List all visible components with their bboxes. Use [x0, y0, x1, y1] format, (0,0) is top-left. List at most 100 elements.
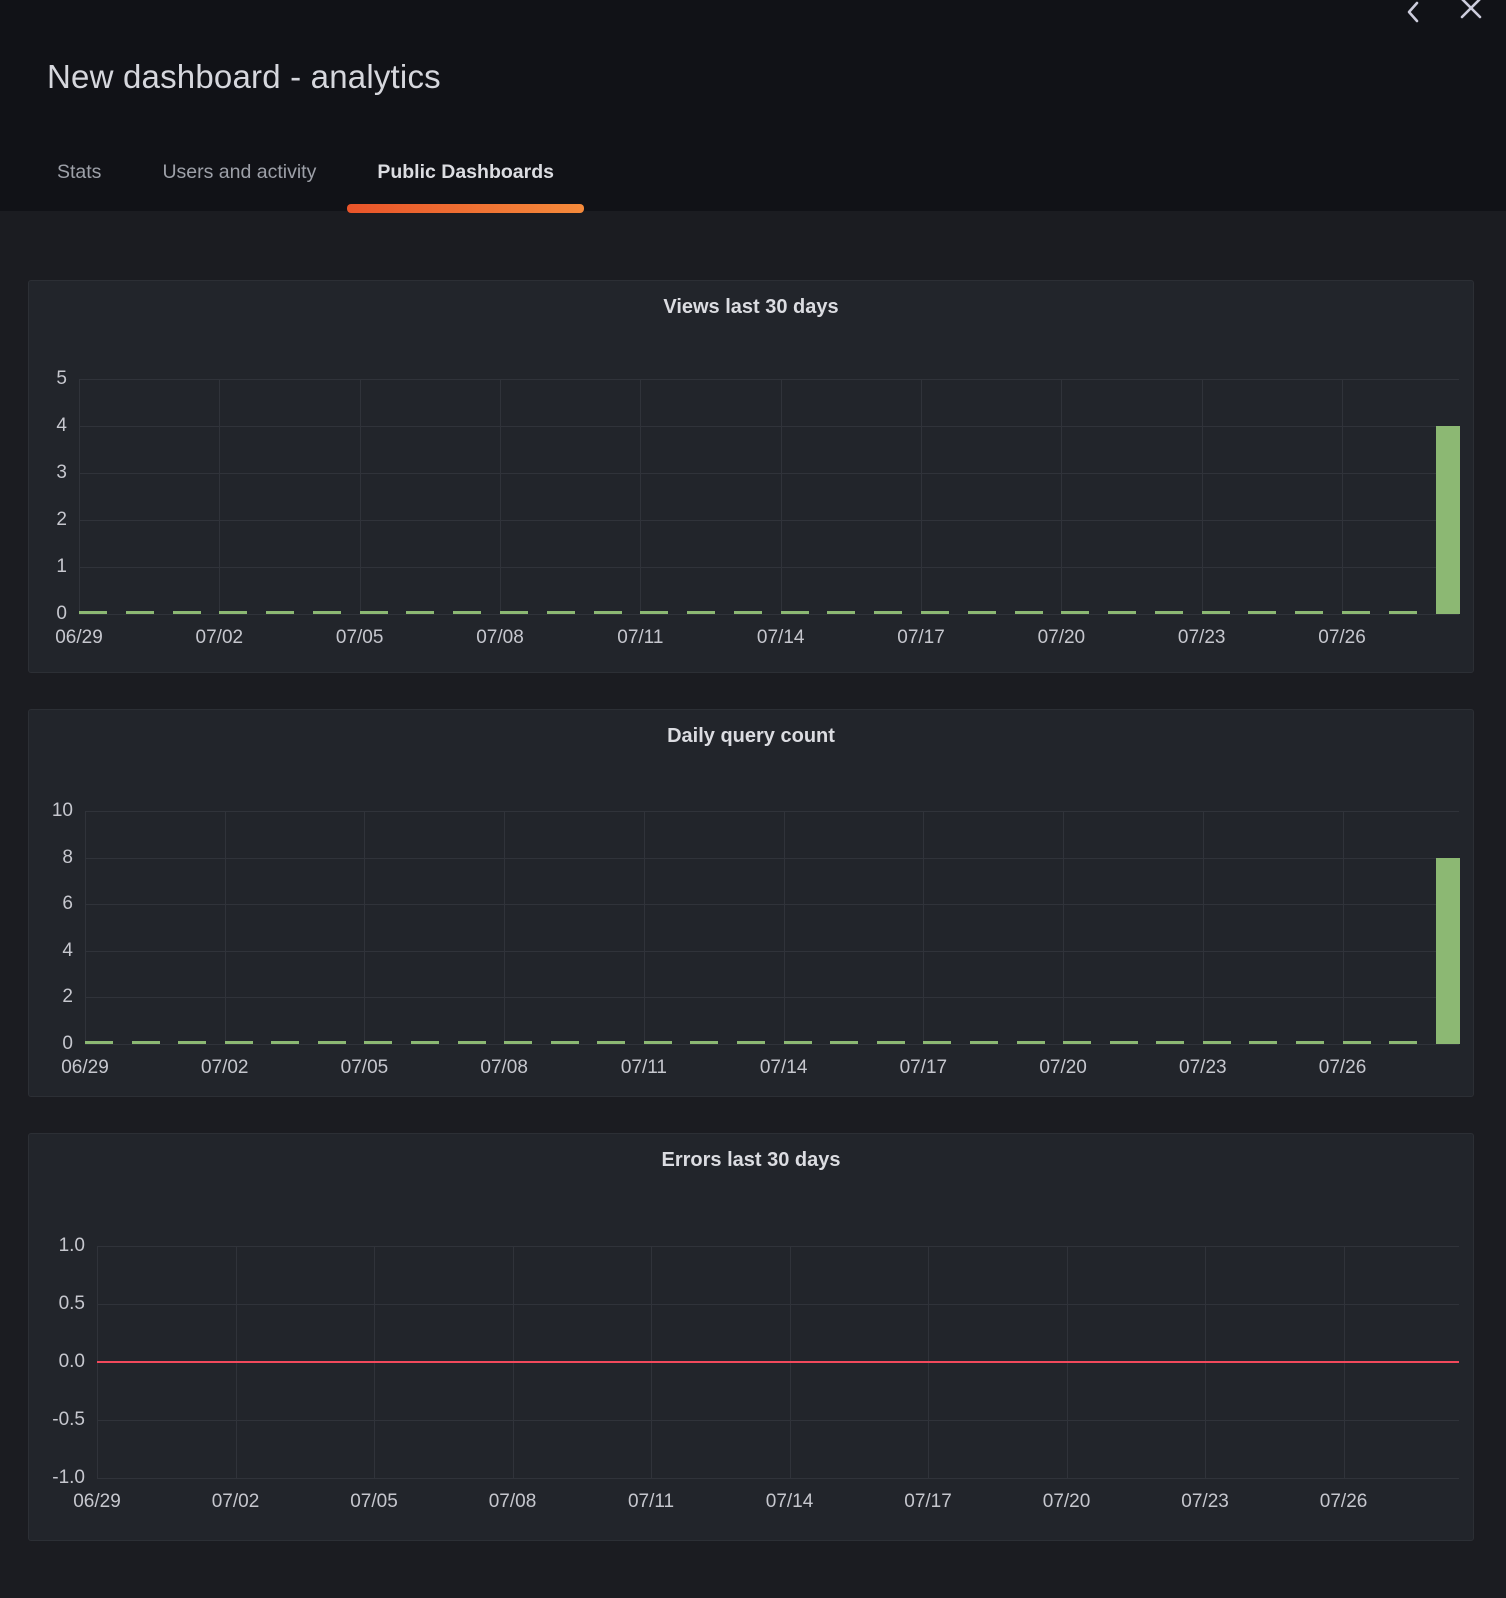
x-axis-tick-label: 07/23 — [1181, 1491, 1229, 1512]
x-axis-tick-label: 07/02 — [195, 627, 244, 648]
zero-value-bar — [224, 1041, 253, 1044]
zero-value-bar — [921, 611, 950, 614]
page-title: New dashboard - analytics — [47, 58, 441, 96]
zero-value-bar — [967, 611, 996, 614]
zero-value-bar — [359, 611, 388, 614]
y-axis-tick-label: 6 — [62, 893, 73, 915]
x-axis-tick-label: 07/26 — [1318, 1057, 1367, 1078]
y-axis-tick-label: 4 — [56, 415, 67, 436]
x-axis-tick-label: 07/05 — [350, 1491, 398, 1512]
x-axis-tick-label: 07/14 — [756, 627, 805, 648]
gridline-horizontal — [79, 614, 1459, 615]
zero-value-bar — [500, 611, 529, 614]
gridline-vertical — [783, 811, 785, 1044]
zero-value-bar — [125, 611, 154, 614]
zero-value-bar — [969, 1041, 998, 1044]
tab-stats[interactable]: Stats — [57, 161, 102, 183]
y-axis-tick-label: 0 — [56, 603, 67, 624]
tab-users-and-activity[interactable]: Users and activity — [162, 161, 317, 183]
zero-value-bar — [271, 1041, 300, 1044]
gridline-horizontal — [79, 567, 1459, 568]
tab-public-dashboards[interactable]: Public Dashboards — [347, 161, 584, 213]
zero-value-bar — [1063, 1041, 1092, 1044]
zero-value-bar — [1109, 1041, 1138, 1044]
y-axis-tick-label: 1.0 — [58, 1235, 85, 1256]
x-axis-tick-label: 07/02 — [211, 1491, 260, 1512]
gridline-vertical — [504, 811, 506, 1044]
zero-value-bar — [79, 611, 107, 614]
panel-title: Views last 30 days — [663, 296, 839, 318]
zero-value-bar — [1154, 611, 1183, 614]
panel-errors-last-30-days: Errors last 30 days 1.0 0.5 0.0 -0.5 -1.0 06/… — [28, 1133, 1474, 1541]
x-axis-tick-label: 06/29 — [55, 627, 103, 648]
zero-value-bar — [687, 611, 716, 614]
gridline-horizontal — [85, 1044, 1459, 1045]
gridline-vertical — [219, 379, 221, 614]
gridline-horizontal — [79, 473, 1459, 474]
zero-value-bar — [737, 1041, 766, 1044]
panel-title: Errors last 30 days — [661, 1149, 841, 1171]
y-axis-tick-label: 0.5 — [58, 1293, 85, 1314]
gridline-horizontal — [79, 426, 1459, 427]
zero-value-bar — [312, 611, 341, 614]
zero-value-bar — [640, 611, 669, 614]
x-axis-tick-label: 07/23 — [1177, 627, 1226, 648]
zero-value-bar — [178, 1041, 207, 1044]
views-bar-chart: 5 4 3 2 1 0 06/29 07/02 07/05 07/08 07/11 07/14 07/1… — [29, 281, 1473, 672]
zero-value-bar — [1156, 1041, 1185, 1044]
gridline-horizontal — [97, 1420, 1459, 1421]
zero-value-bar — [923, 1041, 952, 1044]
gridline-horizontal — [97, 1478, 1459, 1479]
x-axis-tick-label: 07/17 — [899, 1057, 948, 1078]
x-axis-tick-label: 07/14 — [759, 1057, 808, 1078]
zero-value-bar — [1016, 1041, 1045, 1044]
zero-value-bar — [874, 611, 903, 614]
gridline-vertical — [364, 811, 366, 1044]
x-axis-tick-label: 06/29 — [73, 1491, 121, 1512]
errors-line-chart: 1.0 0.5 0.0 -0.5 -1.0 06/29 07/02 07/05 07/08 07/… — [29, 1134, 1473, 1540]
y-axis-tick-label: 0 — [62, 1033, 73, 1054]
y-axis-tick-label: 8 — [62, 846, 73, 868]
zero-value-bar — [597, 1041, 626, 1044]
zero-value-bar — [546, 611, 575, 614]
panel-views-last-30-days: Views last 30 days 5 4 3 2 1 0 06/29 07/02 07/05… — [28, 280, 1474, 673]
x-axis-tick-label: 07/11 — [617, 627, 664, 648]
gridline-vertical — [1342, 379, 1344, 614]
y-axis-tick-label: 1 — [56, 556, 67, 577]
gridline-horizontal — [97, 1246, 1459, 1247]
gridline-horizontal — [85, 811, 1459, 812]
zero-value-bar — [1249, 1041, 1278, 1044]
x-axis-tick-label: 06/29 — [61, 1057, 109, 1078]
x-axis-tick-label: 07/26 — [1319, 1491, 1368, 1512]
gridline-vertical — [640, 379, 642, 614]
x-axis-tick-label: 07/02 — [200, 1057, 249, 1078]
panel-daily-query-count: Daily query count 10 8 6 4 2 0 06/29 07/02 07/05… — [28, 709, 1474, 1097]
zero-value-bar — [1201, 611, 1230, 614]
gridline-horizontal — [85, 904, 1459, 906]
gridline-horizontal — [97, 1304, 1459, 1305]
close-icon[interactable] — [1454, 0, 1488, 25]
zero-value-bar — [219, 611, 248, 614]
gridline-horizontal — [85, 950, 1459, 952]
query-count-bar-chart: 10 8 6 4 2 0 06/29 07/02 07/05 07/08 07/11 07/14 07/… — [29, 710, 1473, 1096]
x-axis-tick-label: 07/08 — [476, 627, 524, 648]
y-axis-tick-label: 0.0 — [58, 1351, 85, 1372]
x-axis-tick-label: 07/20 — [1042, 1491, 1091, 1512]
panel-title: Daily query count — [667, 725, 835, 747]
chevron-left-icon[interactable] — [1400, 0, 1426, 27]
x-axis-tick-label: 07/11 — [627, 1491, 675, 1512]
gridline-vertical — [1202, 811, 1204, 1044]
gridline-vertical — [500, 379, 502, 614]
zero-value-bar — [827, 611, 856, 614]
zero-value-bar — [266, 611, 295, 614]
gridline-horizontal — [79, 520, 1459, 521]
y-axis-tick-label: 5 — [56, 368, 67, 389]
x-axis-tick-label: 07/23 — [1179, 1057, 1227, 1078]
gridline-vertical — [643, 811, 645, 1044]
x-axis-tick-label: 07/08 — [480, 1057, 528, 1078]
gridline-vertical — [1201, 379, 1203, 614]
gridline-horizontal — [79, 379, 1459, 380]
zero-value-bar — [1342, 1041, 1371, 1044]
zero-value-bar — [783, 1041, 812, 1044]
x-axis-tick-label: 07/20 — [1037, 627, 1086, 648]
